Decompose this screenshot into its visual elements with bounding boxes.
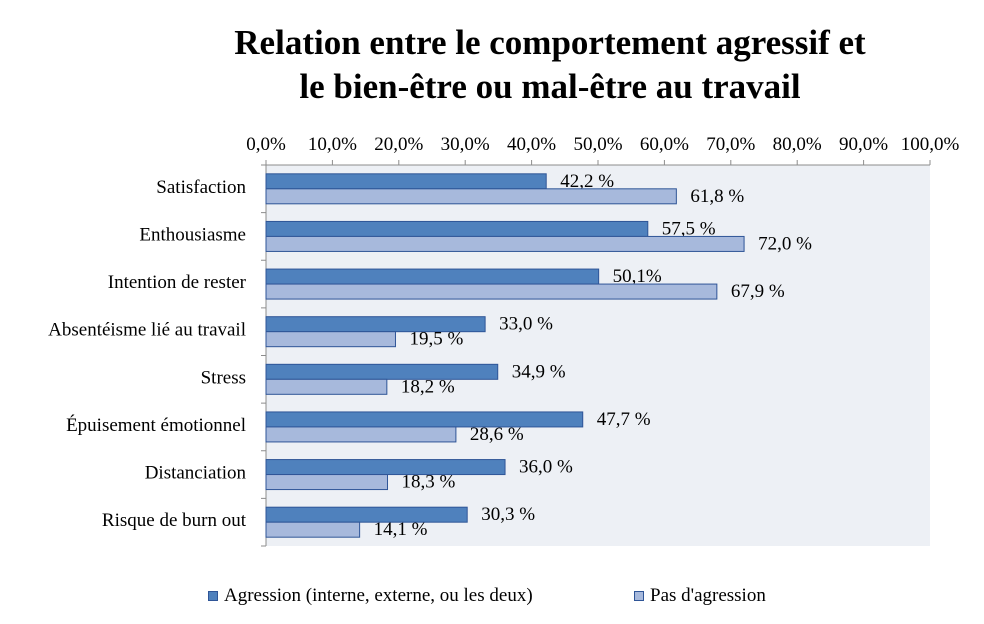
category-label: Épuisement émotionnel [66, 414, 246, 436]
legend-swatch-agression [208, 591, 218, 601]
bar-agression [265, 363, 499, 380]
bar-pas-agression [265, 331, 396, 348]
bar-pas-agression [265, 235, 745, 252]
legend-label-agression: Agression (interne, externe, ou les deux… [224, 585, 533, 606]
category-label: Distanciation [145, 463, 247, 484]
legend-item-pas-agression: Pas d'agression [634, 584, 766, 608]
x-tick-label: 40,0% [507, 134, 556, 155]
data-label-pas-agression: 14,1 % [374, 519, 428, 540]
legend: Agression (interne, externe, ou les deux… [0, 584, 984, 608]
data-label-pas-agression: 18,3 % [402, 472, 456, 493]
x-tick-label: 60,0% [640, 134, 689, 155]
legend-label-pas-agression: Pas d'agression [650, 585, 766, 606]
legend-item-agression: Agression (interne, externe, ou les deux… [208, 584, 533, 608]
bar-agression [265, 411, 584, 428]
bar-pas-agression [265, 521, 361, 538]
category-label: Risque de burn out [102, 510, 247, 531]
bar-pas-agression [265, 378, 388, 395]
category-label: Enthousiasme [139, 224, 246, 245]
category-label: Intention de rester [108, 272, 247, 293]
category-label: Stress [201, 367, 246, 388]
data-label-pas-agression: 28,6 % [470, 424, 524, 445]
bar-agression [265, 506, 468, 523]
data-label-agression: 30,3 % [481, 504, 535, 525]
data-label-agression: 33,0 % [499, 314, 553, 335]
x-tick-label: 20,0% [374, 134, 423, 155]
x-tick-label: 0,0% [246, 134, 286, 155]
data-label-pas-agression: 18,2 % [401, 376, 455, 397]
bar-agression [265, 173, 547, 190]
data-label-pas-agression: 67,9 % [731, 281, 785, 302]
bar-agression [265, 459, 506, 476]
data-label-pas-agression: 61,8 % [690, 186, 744, 207]
bar-pas-agression [265, 426, 457, 443]
bar-agression [265, 268, 600, 285]
x-tick-label: 70,0% [706, 134, 755, 155]
category-label: Absentéisme lié au travail [48, 320, 246, 341]
bar-pas-agression [265, 474, 389, 491]
data-label-agression: 42,2 % [560, 171, 614, 192]
data-label-agression: 57,5 % [662, 218, 716, 239]
data-label-pas-agression: 72,0 % [758, 233, 812, 254]
bar-agression [265, 220, 649, 237]
chart-title-line-1: Relation entre le comportement agressif … [234, 23, 866, 62]
data-label-agression: 50,1% [613, 266, 662, 287]
legend-swatch-pas-agression [634, 591, 644, 601]
bar-pas-agression [265, 283, 718, 300]
x-tick-label: 100,0% [901, 134, 960, 155]
category-label: Satisfaction [156, 177, 246, 198]
x-tick-label: 30,0% [441, 134, 490, 155]
x-tick-label: 10,0% [308, 134, 357, 155]
bar-pas-agression [265, 188, 677, 205]
data-label-agression: 34,9 % [512, 361, 566, 382]
data-label-agression: 36,0 % [519, 457, 573, 478]
data-label-agression: 47,7 % [597, 409, 651, 430]
x-tick-label: 50,0% [573, 134, 622, 155]
chart-title-line-2: le bien-être ou mal-être au travail [299, 67, 801, 106]
data-label-pas-agression: 19,5 % [409, 329, 463, 350]
x-tick-label: 90,0% [839, 134, 888, 155]
x-tick-label: 80,0% [773, 134, 822, 155]
